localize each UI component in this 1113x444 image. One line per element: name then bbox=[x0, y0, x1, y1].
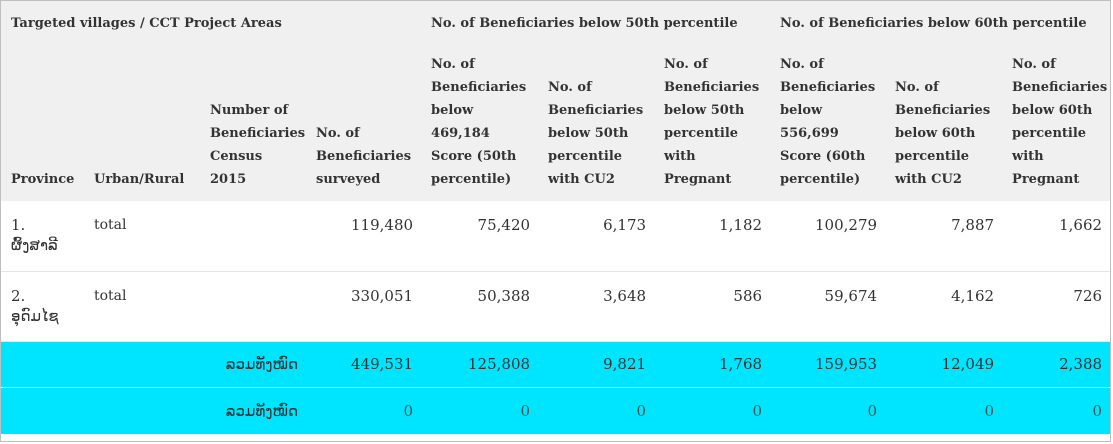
total-p60-score: 159,953 bbox=[770, 341, 886, 388]
group-header-row: Targeted villages / CCT Project Areas No… bbox=[1, 1, 1111, 41]
zero-total-label: ລວມທັງໝົດ bbox=[200, 387, 306, 434]
total-surveyed: 449,531 bbox=[306, 341, 422, 388]
cell-census bbox=[200, 271, 306, 342]
zero-p60-score: 0 bbox=[770, 387, 886, 434]
zero-total-row: ລວມທັງໝົດ 0 0 0 0 0 0 0 bbox=[1, 387, 1111, 434]
cell-p50-pregnant: 1,182 bbox=[654, 201, 771, 272]
col-census[interactable]: Number of Beneficiaries Census 2015 bbox=[200, 41, 306, 201]
total-p60-pregnant: 2,388 bbox=[1002, 341, 1111, 388]
total-p50-cu2: 9,821 bbox=[538, 341, 655, 388]
beneficiaries-table: Targeted villages / CCT Project Areas No… bbox=[1, 1, 1111, 434]
zero-surveyed: 0 bbox=[306, 387, 422, 434]
cell-surveyed: 330,051 bbox=[306, 271, 422, 342]
cell-empty bbox=[1, 387, 84, 434]
total-p50-pregnant: 1,768 bbox=[654, 341, 771, 388]
table-row: 1. ຜົ້ງສາລີ total 119,480 75,420 6,173 1… bbox=[1, 201, 1111, 272]
group-p60: No. of Beneficiaries below 60th percenti… bbox=[770, 1, 1111, 41]
cell-empty bbox=[1, 341, 84, 388]
cell-surveyed: 119,480 bbox=[306, 201, 422, 272]
cell-type: total bbox=[84, 201, 200, 272]
cell-p50-cu2: 6,173 bbox=[538, 201, 655, 272]
cell-census bbox=[200, 201, 306, 272]
col-p50-cu2[interactable]: No. of Beneficiaries below 50th percenti… bbox=[538, 41, 655, 201]
cell-p50-score: 75,420 bbox=[421, 201, 539, 272]
group-p50: No. of Beneficiaries below 50th percenti… bbox=[421, 1, 771, 41]
zero-p60-pregnant: 0 bbox=[1002, 387, 1111, 434]
zero-p50-cu2: 0 bbox=[538, 387, 655, 434]
cell-p50-pregnant: 586 bbox=[654, 271, 771, 342]
cell-empty bbox=[84, 387, 200, 434]
col-p50-score[interactable]: No. of Beneficiaries below 469,184 Score… bbox=[421, 41, 539, 201]
cell-p60-score: 59,674 bbox=[770, 271, 886, 342]
col-surveyed[interactable]: No. of Beneficiaries surveyed bbox=[306, 41, 422, 201]
col-p50-pregnant[interactable]: No. of Beneficiaries below 50th percenti… bbox=[654, 41, 771, 201]
col-p60-score[interactable]: No. of Beneficiaries below 556,699 Score… bbox=[770, 41, 886, 201]
total-label: ລວມທັງໝົດ bbox=[200, 341, 306, 388]
cell-p50-score: 50,388 bbox=[421, 271, 539, 342]
group-areas: Targeted villages / CCT Project Areas bbox=[1, 1, 422, 41]
cell-p50-cu2: 3,648 bbox=[538, 271, 655, 342]
col-province[interactable]: Province bbox=[1, 41, 84, 201]
cell-province: 2. ອຸດົມໄຊ bbox=[1, 271, 84, 342]
total-p50-score: 125,808 bbox=[421, 341, 539, 388]
cell-province: 1. ຜົ້ງສາລີ bbox=[1, 201, 84, 272]
table-row: 2. ອຸດົມໄຊ total 330,051 50,388 3,648 58… bbox=[1, 271, 1111, 342]
column-header-row: Province Urban/Rural Number of Beneficia… bbox=[1, 41, 1111, 201]
total-row: ລວມທັງໝົດ 449,531 125,808 9,821 1,768 15… bbox=[1, 341, 1111, 388]
cell-p60-pregnant: 726 bbox=[1002, 271, 1111, 342]
cell-p60-score: 100,279 bbox=[770, 201, 886, 272]
col-urban-rural[interactable]: Urban/Rural bbox=[84, 41, 200, 201]
cell-p60-cu2: 7,887 bbox=[885, 201, 1003, 272]
cell-p60-cu2: 4,162 bbox=[885, 271, 1003, 342]
zero-p60-cu2: 0 bbox=[885, 387, 1003, 434]
total-p60-cu2: 12,049 bbox=[885, 341, 1003, 388]
cell-empty bbox=[84, 341, 200, 388]
col-p60-pregnant[interactable]: No. of Beneficiaries below 60th percenti… bbox=[1002, 41, 1111, 201]
col-p60-cu2[interactable]: No. of Beneficiaries below 60th percenti… bbox=[885, 41, 1003, 201]
zero-p50-pregnant: 0 bbox=[654, 387, 771, 434]
cell-p60-pregnant: 1,662 bbox=[1002, 201, 1111, 272]
cell-type: total bbox=[84, 271, 200, 342]
zero-p50-score: 0 bbox=[421, 387, 539, 434]
